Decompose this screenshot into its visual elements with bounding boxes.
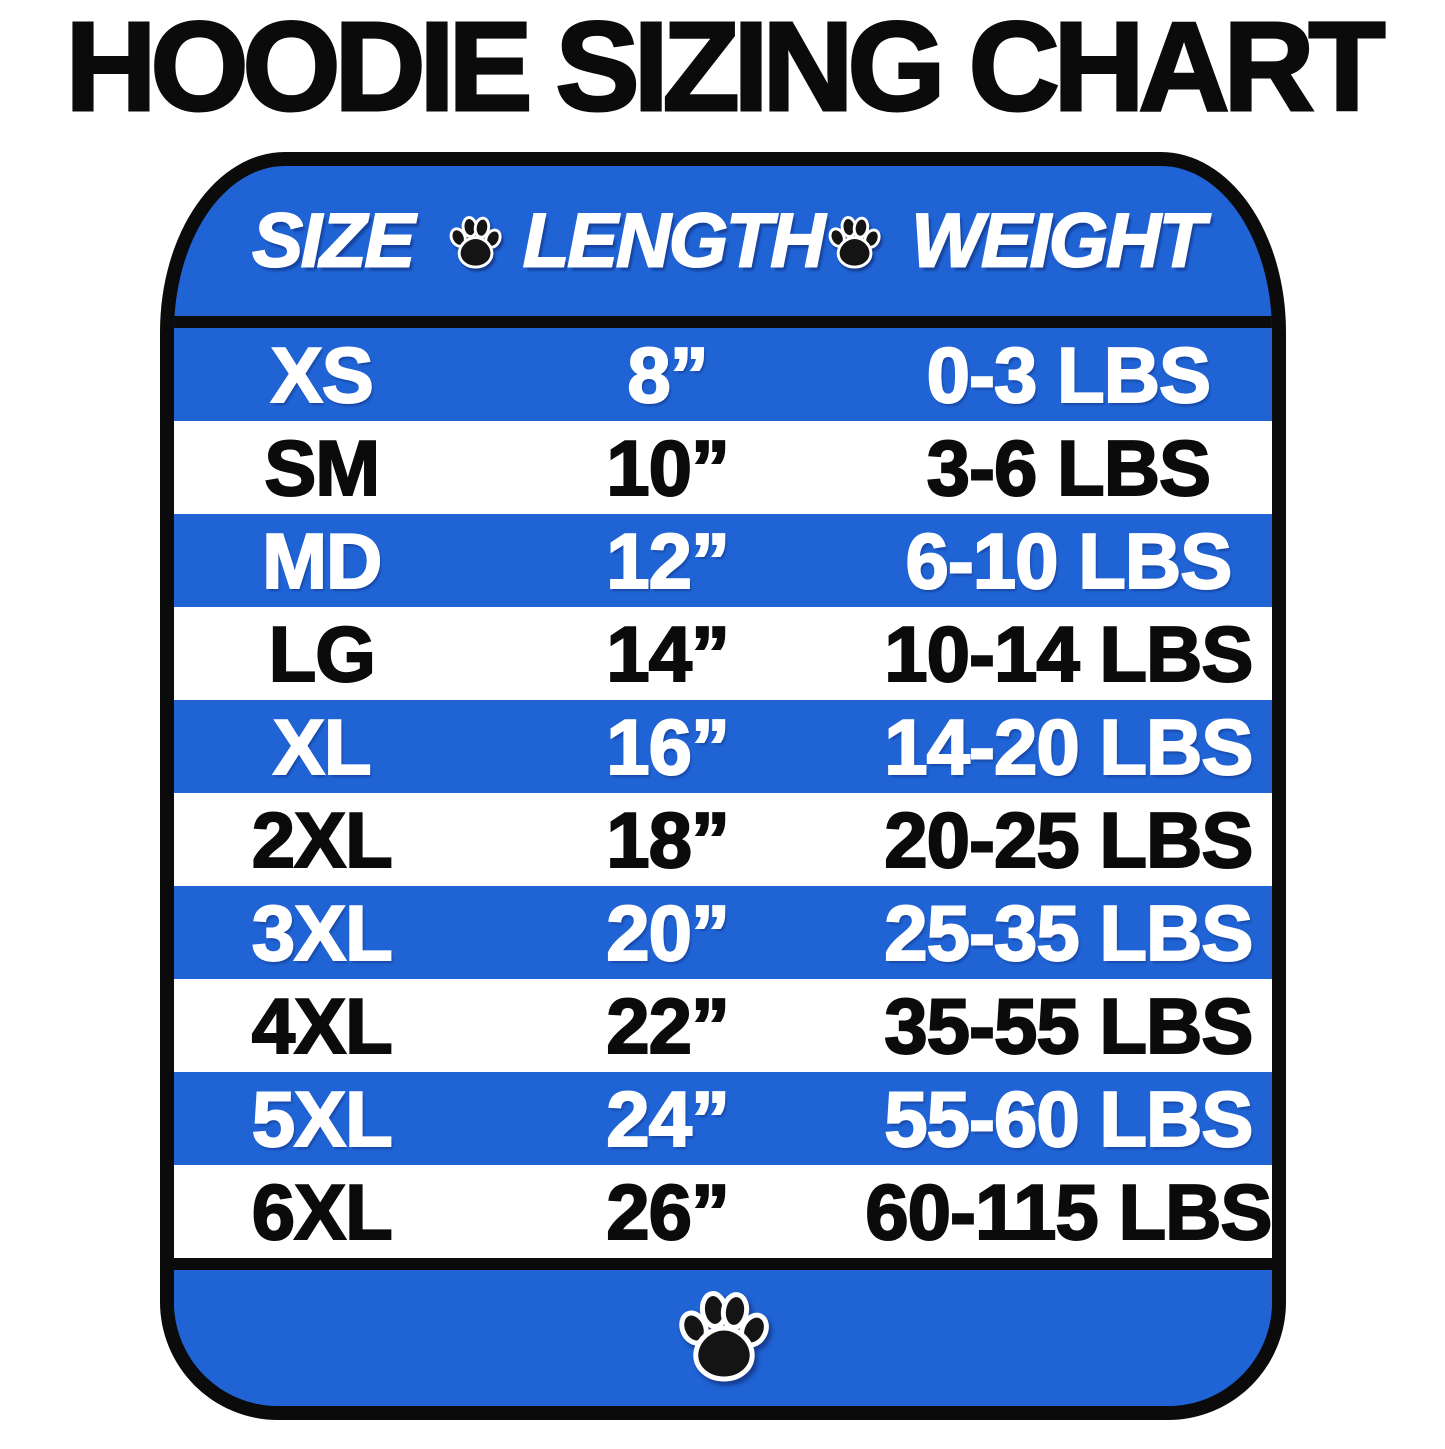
length-cell: 12” bbox=[605, 516, 731, 605]
table-row-6xl: 6XL 26” 60-115 LBS bbox=[173, 1165, 1272, 1258]
header-divider-rule bbox=[173, 316, 1272, 328]
page-title: HOODIE SIZING CHART bbox=[64, 0, 1387, 137]
sizing-chart-card: SIZE LENGTH WEIGHT XS 8” 0-3 LBS SM 10” … bbox=[159, 152, 1286, 1420]
size-cell: 3XL bbox=[251, 888, 394, 977]
table-row-3xl: 3XL 20” 25-35 LBS bbox=[173, 886, 1272, 979]
size-cell: 5XL bbox=[251, 1074, 394, 1163]
table-row-2xl: 2XL 18” 20-25 LBS bbox=[173, 793, 1272, 886]
table-header: SIZE LENGTH WEIGHT bbox=[174, 166, 1272, 316]
weight-cell: 25-35 LBS bbox=[883, 888, 1254, 977]
size-cell: XS bbox=[270, 330, 375, 419]
footer-divider-rule bbox=[173, 1258, 1272, 1270]
column-header-weight: WEIGHT bbox=[910, 198, 1206, 285]
column-header-size: SIZE bbox=[251, 198, 416, 285]
paw-icon bbox=[673, 1284, 773, 1384]
weight-cell: 20-25 LBS bbox=[883, 795, 1254, 884]
table-row-5xl: 5XL 24” 55-60 LBS bbox=[173, 1072, 1272, 1165]
length-cell: 20” bbox=[605, 888, 731, 977]
paw-icon bbox=[447, 215, 505, 269]
paw-icon bbox=[826, 215, 884, 269]
size-cell: 6XL bbox=[251, 1167, 394, 1256]
length-cell: 26” bbox=[605, 1167, 731, 1256]
size-cell: XL bbox=[272, 702, 373, 791]
weight-cell: 6-10 LBS bbox=[904, 516, 1233, 605]
table-row-xl: XL 16” 14-20 LBS bbox=[173, 700, 1272, 793]
weight-cell: 3-6 LBS bbox=[926, 423, 1212, 512]
weight-cell: 14-20 LBS bbox=[883, 702, 1254, 791]
size-rows: XS 8” 0-3 LBS SM 10” 3-6 LBS MD 12” 6-10… bbox=[173, 328, 1272, 1258]
table-row-4xl: 4XL 22” 35-55 LBS bbox=[173, 979, 1272, 1072]
size-cell: SM bbox=[263, 423, 381, 512]
size-cell: LG bbox=[268, 609, 377, 698]
length-cell: 16” bbox=[605, 702, 731, 791]
weight-cell: 10-14 LBS bbox=[883, 609, 1254, 698]
weight-cell: 55-60 LBS bbox=[883, 1074, 1254, 1163]
weight-cell: 60-115 LBS bbox=[864, 1167, 1272, 1256]
table-row-xs: XS 8” 0-3 LBS bbox=[173, 328, 1272, 421]
weight-cell: 0-3 LBS bbox=[926, 330, 1212, 419]
weight-cell: 35-55 LBS bbox=[883, 981, 1254, 1070]
card-footer bbox=[173, 1270, 1272, 1406]
length-cell: 8” bbox=[626, 330, 709, 419]
length-cell: 24” bbox=[605, 1074, 731, 1163]
table-row-md: MD 12” 6-10 LBS bbox=[173, 514, 1272, 607]
column-header-length: LENGTH bbox=[522, 198, 826, 285]
length-cell: 22” bbox=[605, 981, 731, 1070]
table-row-sm: SM 10” 3-6 LBS bbox=[173, 421, 1272, 514]
size-cell: 4XL bbox=[251, 981, 394, 1070]
size-cell: 2XL bbox=[251, 795, 394, 884]
table-row-lg: LG 14” 10-14 LBS bbox=[173, 607, 1272, 700]
length-cell: 14” bbox=[605, 609, 731, 698]
size-cell: MD bbox=[261, 516, 383, 605]
length-cell: 10” bbox=[605, 423, 731, 512]
length-cell: 18” bbox=[605, 795, 731, 884]
